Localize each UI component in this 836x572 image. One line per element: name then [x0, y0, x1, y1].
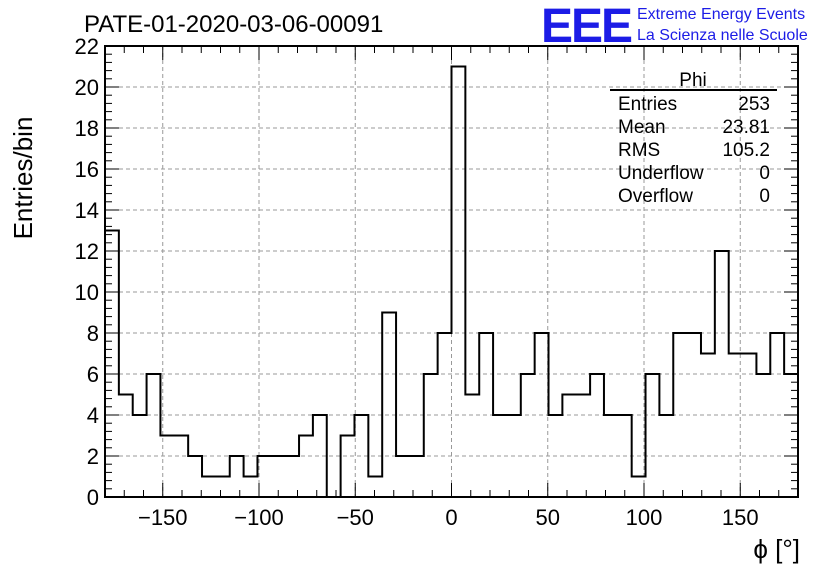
stats-row-value: 105.2	[722, 140, 770, 161]
stats-box-title: Phi	[679, 70, 706, 91]
histogram-bin	[743, 354, 757, 498]
histogram-bin	[756, 374, 770, 497]
histogram-bin	[216, 477, 230, 498]
histogram-bin	[562, 395, 576, 498]
x-tick-label: −100	[234, 505, 284, 530]
x-tick-label: 50	[536, 505, 560, 530]
histogram-bin	[521, 374, 535, 497]
histogram-bin	[285, 456, 299, 497]
histogram-bin	[410, 456, 424, 497]
x-tick-label: 0	[445, 505, 457, 530]
y-tick-label: 6	[87, 362, 99, 387]
y-tick-label: 4	[87, 403, 99, 428]
stats-row-label: Overflow	[618, 186, 693, 207]
histogram-bin	[105, 231, 119, 498]
eee-logo: EEE Extreme Energy Events La Scienza nel…	[541, 0, 808, 53]
stats-row-value: 23.81	[722, 117, 770, 138]
histogram-bin	[396, 456, 410, 497]
y-tick-label: 20	[75, 75, 99, 100]
stats-row-label: Underflow	[618, 163, 704, 184]
stats-row-value: 0	[759, 163, 770, 184]
histogram-bin	[590, 374, 604, 497]
x-tick-label: 100	[626, 505, 663, 530]
y-tick-label: 16	[75, 157, 99, 182]
histogram-bin	[341, 436, 355, 498]
y-axis-label: Entries/bin	[8, 117, 38, 240]
histogram-bin	[368, 477, 382, 498]
x-tick-label: 150	[722, 505, 759, 530]
histogram-bin	[632, 477, 646, 498]
histogram-bin	[701, 354, 715, 498]
histogram-bin	[202, 477, 216, 498]
histogram-bin	[465, 395, 479, 498]
y-axis: 0 2 4 6 8 10 12 14 16 18 20 22	[75, 34, 798, 510]
histogram-bin	[119, 395, 133, 498]
histogram-bin	[188, 456, 202, 497]
histogram-bin	[382, 313, 396, 498]
y-tick-label: 10	[75, 280, 99, 305]
y-tick-label: 22	[75, 34, 99, 59]
y-tick-label: 2	[87, 444, 99, 469]
y-tick-label: 8	[87, 321, 99, 346]
stats-box: Phi Entries 253 Mean 23.81 RMS 105.2 Underflow…	[610, 70, 777, 207]
y-tick-label: 18	[75, 116, 99, 141]
stats-row-label: Entries	[618, 94, 677, 115]
brand-line-1: Extreme Energy Events	[637, 6, 805, 23]
chart-title: PATE-01-2020-03-06-00091	[84, 11, 383, 38]
x-tick-label: −50	[337, 505, 374, 530]
histogram-outline	[104, 65, 799, 498]
histogram-bin	[784, 374, 798, 497]
histogram-bin	[230, 456, 244, 497]
histogram-bin	[424, 374, 438, 497]
histogram-bin	[646, 374, 660, 497]
eee-logo-text: EEE	[541, 0, 632, 53]
stats-row-label: RMS	[618, 140, 660, 161]
histogram-bin	[174, 436, 188, 498]
histogram-bin	[244, 477, 258, 498]
stats-row-label: Mean	[618, 117, 666, 138]
stats-row-value: 0	[759, 186, 770, 207]
histogram-bin	[257, 456, 271, 497]
histogram-bin	[452, 67, 466, 498]
y-tick-label: 12	[75, 239, 99, 264]
y-tick-label: 14	[75, 198, 99, 223]
stats-row-value: 253	[738, 94, 770, 115]
x-axis: −150 −100 −50 0 50 100 150	[104, 46, 799, 530]
histogram-bin	[299, 436, 313, 498]
histogram-bin	[147, 374, 161, 497]
x-tick-label: −150	[138, 505, 188, 530]
histogram-bin	[576, 395, 590, 498]
brand-line-2: La Scienza nelle Scuole	[637, 27, 808, 44]
y-tick-label: 0	[87, 485, 99, 510]
x-axis-label: ϕ [°]	[753, 534, 800, 564]
